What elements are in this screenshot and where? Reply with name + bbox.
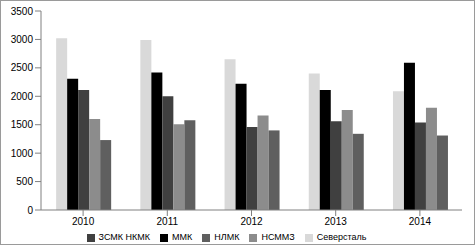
html-text:ЗСМК НКМК: ЗСМК НКМК — [98, 232, 150, 242]
svg-text:2010: 2010 — [72, 216, 95, 227]
svg-text:1500: 1500 — [11, 119, 34, 130]
html-text:НЛМК: НЛМК — [214, 232, 240, 242]
svg-text:0: 0 — [27, 205, 33, 216]
svg-text:2500: 2500 — [11, 62, 34, 73]
svg-text:2013: 2013 — [325, 216, 348, 227]
svg-text:3500: 3500 — [11, 6, 34, 17]
svg-text:500: 500 — [16, 176, 33, 187]
html-text:Северсталь: Северсталь — [316, 232, 367, 242]
svg-text:3000: 3000 — [11, 34, 34, 45]
html-text:ММК: ММК — [172, 232, 193, 242]
svg-text:2012: 2012 — [240, 216, 263, 227]
svg-text:2014: 2014 — [409, 216, 432, 227]
svg-text:2000: 2000 — [11, 91, 34, 102]
html-text:НСММЗ: НСММЗ — [261, 232, 295, 242]
svg-text:2011: 2011 — [157, 216, 179, 227]
svg-text:1000: 1000 — [11, 148, 34, 159]
